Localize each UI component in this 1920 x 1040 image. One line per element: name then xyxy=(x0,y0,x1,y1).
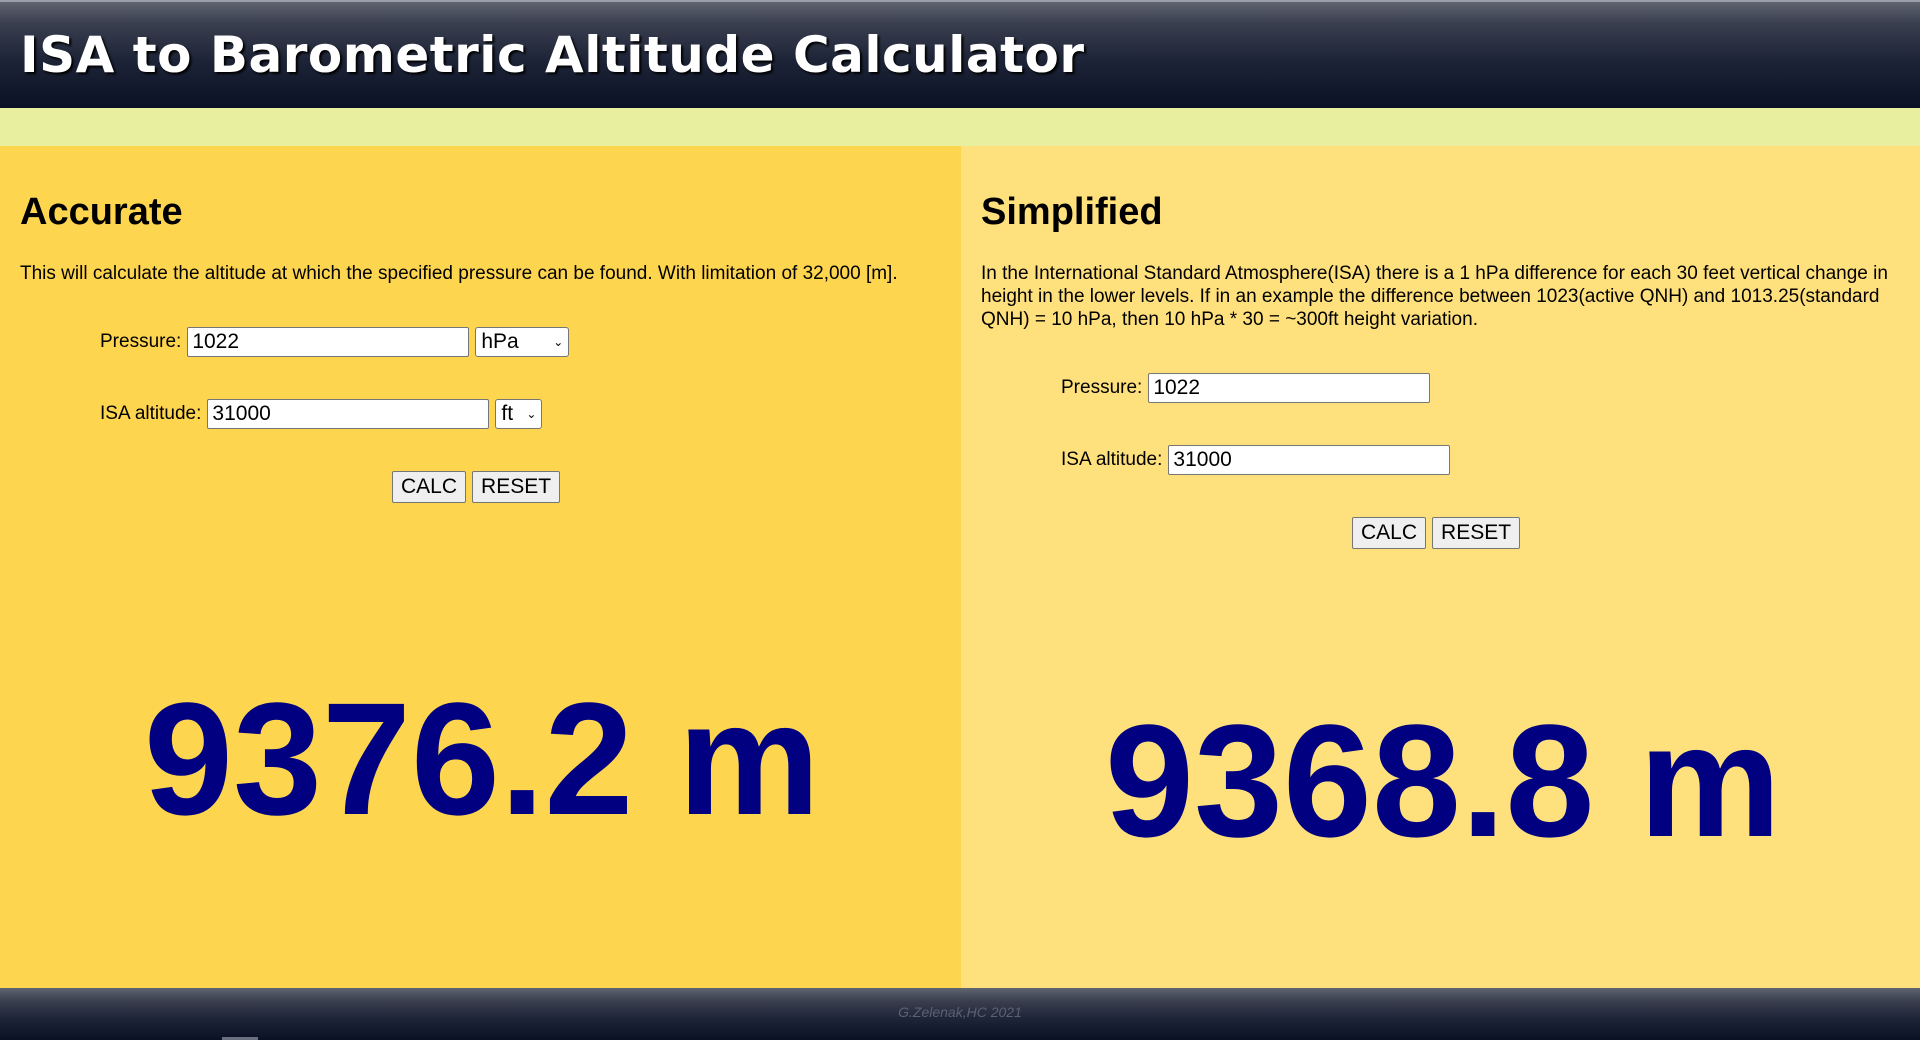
accurate-pressure-label: Pressure: xyxy=(100,331,182,352)
accurate-altitude-row: ISA altitude: ft ⌄ xyxy=(100,399,543,429)
footer-divider xyxy=(222,1037,258,1040)
accurate-result: 9376.2 m xyxy=(144,669,821,848)
pressure-unit-select[interactable]: hPa ⌄ xyxy=(475,327,570,357)
simplified-pressure-label: Pressure: xyxy=(1061,377,1143,398)
accent-strip xyxy=(0,108,1920,146)
page-footer: G.Zelenak,HC 2021 xyxy=(0,988,1920,1040)
pressure-unit-value: hPa xyxy=(481,330,519,353)
simplified-altitude-label: ISA altitude: xyxy=(1061,449,1163,470)
page-title: ISA to Barometric Altitude Calculator xyxy=(20,26,1085,84)
accurate-pressure-input[interactable] xyxy=(187,327,470,357)
accurate-pressure-row: Pressure: hPa ⌄ xyxy=(100,327,570,357)
simplified-reset-button[interactable]: RESET xyxy=(1432,517,1521,549)
simplified-pressure-row: Pressure: xyxy=(1061,373,1431,403)
footer-credit: G.Zelenak,HC 2021 xyxy=(898,1004,1022,1020)
simplified-buttons: CALC RESET xyxy=(1352,517,1521,549)
accurate-panel: Accurate This will calculate the altitud… xyxy=(0,146,961,988)
simplified-description: In the International Standard Atmosphere… xyxy=(981,263,1888,330)
altitude-unit-value: ft xyxy=(501,402,514,425)
accurate-calc-button[interactable]: CALC xyxy=(392,471,467,503)
simplified-calc-button[interactable]: CALC xyxy=(1352,517,1427,549)
accurate-buttons: CALC RESET xyxy=(392,471,561,503)
accurate-heading: Accurate xyxy=(20,191,183,233)
chevron-down-icon: ⌄ xyxy=(526,407,537,421)
altitude-unit-select[interactable]: ft ⌄ xyxy=(495,399,543,429)
chevron-down-icon: ⌄ xyxy=(553,335,564,349)
accurate-altitude-label: ISA altitude: xyxy=(100,403,202,424)
simplified-pressure-input[interactable] xyxy=(1148,373,1431,403)
page-header: ISA to Barometric Altitude Calculator xyxy=(0,0,1920,108)
simplified-altitude-row: ISA altitude: xyxy=(1061,445,1451,475)
simplified-altitude-input[interactable] xyxy=(1168,445,1451,475)
simplified-heading: Simplified xyxy=(981,191,1163,233)
simplified-panel: Simplified In the International Standard… xyxy=(961,146,1920,988)
accurate-altitude-input[interactable] xyxy=(207,399,490,429)
simplified-result: 9368.8 m xyxy=(1105,691,1782,870)
accurate-description: This will calculate the altitude at whic… xyxy=(20,263,898,284)
accurate-reset-button[interactable]: RESET xyxy=(472,471,561,503)
